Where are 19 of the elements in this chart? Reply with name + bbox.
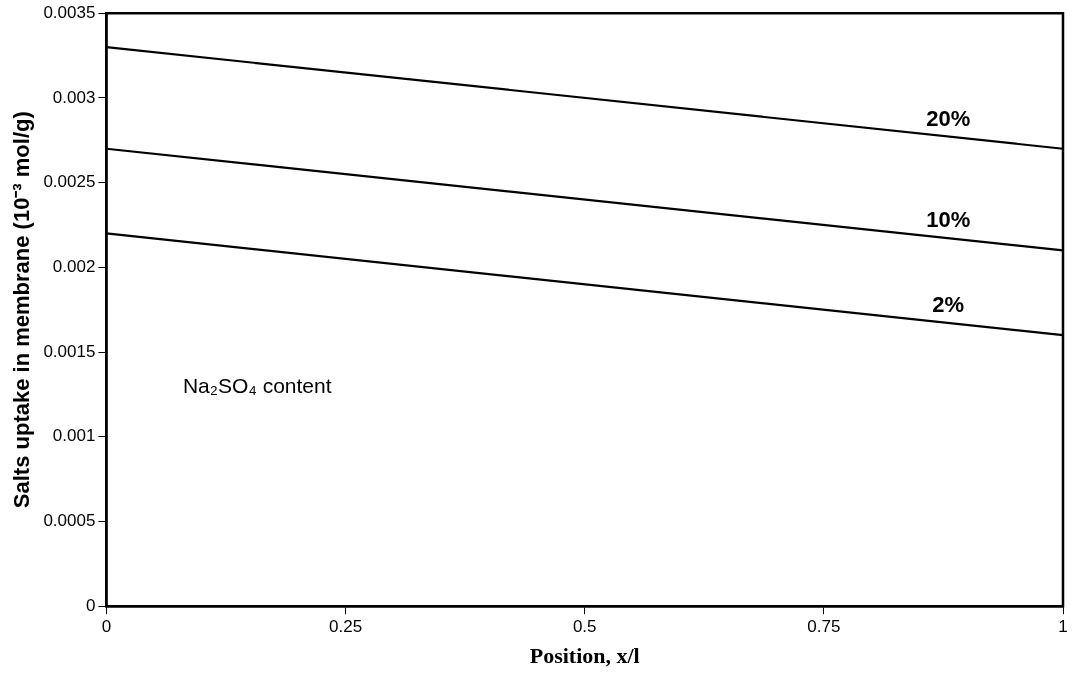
y-tick-label: 0.0005: [43, 511, 96, 531]
series-label: 2%: [932, 291, 965, 317]
x-tick-label: 1: [1058, 617, 1068, 637]
x-tick-label: 0.5: [572, 617, 597, 637]
y-tick-label: 0.003: [52, 87, 96, 107]
y-tick-label: 0.0025: [43, 172, 96, 192]
annotation: Na₂SO₄ content: [182, 373, 332, 397]
series-label: 20%: [926, 105, 971, 131]
series-label: 10%: [926, 207, 971, 233]
y-axis-title: Salts uptake in membrane (10⁻³ mol/g): [9, 111, 35, 509]
x-tick-label: 0.25: [329, 617, 363, 637]
x-tick-label: 0: [101, 617, 112, 637]
y-tick-label: 0: [85, 595, 96, 615]
y-tick-label: 0.0035: [43, 2, 96, 22]
y-tick-label: 0.002: [52, 257, 96, 277]
x-axis-title: Position, x/l: [529, 643, 640, 669]
y-tick-label: 0.0015: [43, 341, 96, 361]
x-tick-label: 0.75: [807, 617, 841, 637]
y-tick-label: 0.001: [52, 426, 96, 446]
